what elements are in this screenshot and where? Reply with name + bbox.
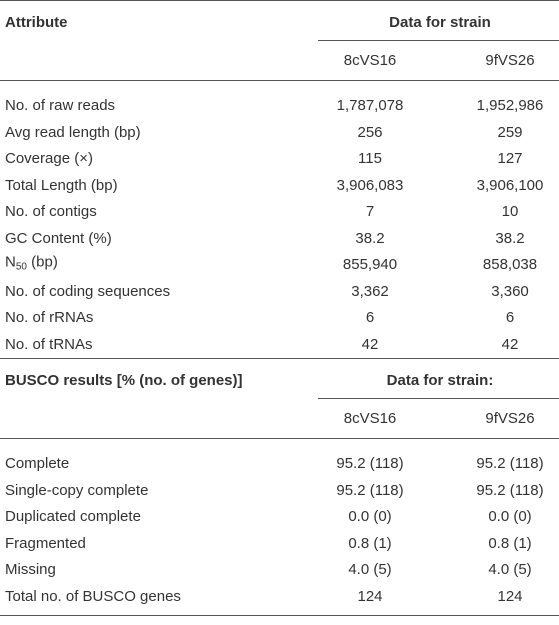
header-attribute: Attribute [5, 14, 68, 31]
cell-value: 95.2 (118) [476, 481, 544, 499]
rule [0, 358, 559, 359]
cell-value: 115 [358, 150, 382, 167]
cell-value: 259 [497, 123, 523, 141]
cell-value: 95.2 (118) [476, 455, 544, 472]
row-label: No. of tRNAs [5, 335, 93, 353]
row-label: No. of coding sequences [5, 282, 171, 300]
row-label: GC Content (%) [5, 229, 112, 247]
row-label: No. of raw reads [5, 97, 116, 114]
cell-value: 10 [501, 203, 519, 220]
header-attribute: BUSCO results [% (no. of genes)] [5, 372, 243, 389]
cell-value: 4.0 (5) [488, 561, 532, 579]
cell-value: 42 [361, 335, 379, 353]
rule [0, 615, 559, 616]
label-part: 50 [15, 261, 27, 273]
row-label: Complete [5, 455, 70, 472]
cell-value: 3,906,083 [336, 176, 404, 194]
cell-value: 858,038 [482, 256, 538, 273]
cell-value: 0.8 (1) [348, 534, 392, 552]
rule [0, 0, 559, 1]
rule [318, 398, 559, 399]
cell-value: 38.2 [355, 229, 385, 247]
cell-value: 124 [497, 588, 523, 605]
row-label: N50 (bp) [5, 254, 58, 277]
row-label: No. of contigs [5, 203, 97, 220]
cell-value: 3,362 [351, 282, 389, 300]
rule [0, 80, 559, 81]
cell-value: 3,360 [491, 282, 529, 300]
cell-value: 0.0 (0) [488, 508, 532, 526]
cell-value: 1,952,986 [476, 97, 544, 114]
cell-value: 0.0 (0) [348, 508, 392, 526]
column-header: 8cVS16 [343, 52, 397, 69]
cell-value: 95.2 (118) [336, 455, 404, 472]
row-label: No. of rRNAs [5, 309, 94, 326]
header-group: Data for strain: [386, 372, 494, 389]
cell-value: 7 [365, 203, 375, 220]
label-part: N [5, 253, 16, 271]
cell-value: 95.2 (118) [336, 481, 404, 499]
rule [318, 40, 559, 41]
cell-value: 124 [357, 588, 383, 605]
row-label: Duplicated complete [5, 508, 141, 526]
cell-value: 6 [365, 309, 375, 326]
label-part: (bp) [26, 253, 58, 271]
cell-value: 4.0 (5) [348, 561, 392, 579]
row-label: Total Length (bp) [5, 176, 118, 194]
column-header: 9fVS26 [485, 410, 535, 427]
row-label: Missing [5, 561, 56, 579]
cell-value: 38.2 [495, 229, 525, 247]
rule [0, 438, 559, 439]
cell-value: 0.8 (1) [488, 534, 532, 552]
column-header: 8cVS16 [343, 410, 397, 427]
column-header: 9fVS26 [485, 52, 535, 69]
cell-value: 3,906,100 [476, 176, 544, 194]
cell-value: 855,940 [342, 256, 398, 273]
row-label: Coverage (×) [5, 150, 93, 167]
row-label: Fragmented [5, 534, 86, 552]
cell-value: 6 [505, 309, 515, 326]
cell-value: 127 [497, 150, 523, 167]
cell-value: 256 [357, 123, 383, 141]
row-label: Total no. of BUSCO genes [5, 588, 181, 605]
cell-value: 42 [501, 335, 519, 353]
cell-value: 1,787,078 [336, 97, 404, 114]
header-group: Data for strain [389, 14, 491, 31]
row-label: Avg read length (bp) [5, 123, 141, 141]
row-label: Single-copy complete [5, 481, 149, 499]
